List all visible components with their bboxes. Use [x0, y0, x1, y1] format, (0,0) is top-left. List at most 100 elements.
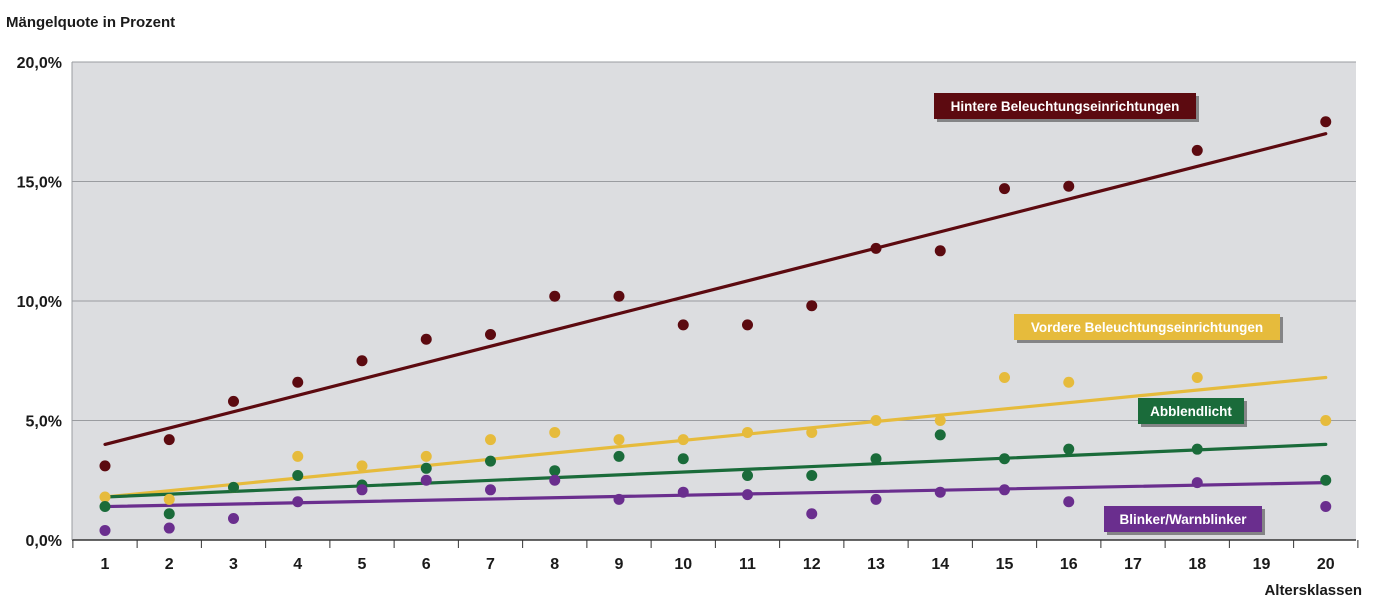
x-tick-label: 6	[422, 556, 431, 573]
x-tick-label: 7	[486, 556, 495, 573]
annotation-box	[934, 93, 1196, 119]
data-point	[292, 469, 304, 481]
x-tick-label: 1	[101, 556, 110, 573]
data-point	[742, 469, 753, 481]
data-point	[999, 453, 1010, 465]
x-tick-label: 16	[1060, 556, 1078, 573]
data-point	[742, 319, 753, 331]
x-tick-label: 9	[615, 556, 624, 573]
x-ticks: 1 2 3 4 5 6 7 8 9 10 11 12 13 14 15 16 17 18 19 20	[72, 540, 1359, 573]
data-point	[806, 300, 818, 312]
data-point	[356, 355, 368, 367]
annotation-box	[1014, 314, 1280, 340]
data-point	[228, 395, 239, 407]
x-tick-label: 8	[550, 556, 559, 573]
data-point	[1063, 376, 1075, 388]
series-annotations: Hintere Beleuchtungseinrichtungen Vordere…	[934, 93, 1283, 535]
data-point	[999, 183, 1010, 195]
data-point	[742, 426, 753, 438]
y-tick-label: 15,0%	[17, 175, 62, 192]
trend-line	[103, 442, 1328, 499]
data-point	[999, 484, 1010, 496]
data-point	[163, 522, 175, 534]
y-tick-label: 10,0%	[17, 294, 62, 311]
x-tick-label: 11	[739, 556, 756, 573]
x-tick-label: 4	[293, 556, 302, 573]
data-point	[1320, 501, 1332, 513]
data-point	[228, 512, 239, 524]
data-point	[163, 434, 175, 446]
y-tick-label: 0,0%	[26, 533, 62, 550]
x-tick-label: 18	[1188, 556, 1206, 573]
data-point	[549, 426, 561, 438]
data-point	[99, 501, 111, 513]
annotation-label: Blinker/Warnblinker	[1119, 512, 1247, 527]
y-tick-label: 20,0%	[17, 55, 62, 72]
data-point	[934, 429, 946, 441]
data-point	[356, 460, 368, 472]
data-point	[870, 242, 882, 254]
data-point	[485, 455, 496, 467]
data-point	[1063, 443, 1075, 455]
data-point	[99, 460, 111, 472]
data-point	[806, 508, 818, 520]
x-tick-label: 12	[803, 556, 821, 573]
data-point	[485, 328, 496, 340]
data-point	[292, 496, 304, 508]
annotation-label: Vordere Beleuchtungseinrichtungen	[1031, 320, 1263, 335]
data-point	[549, 290, 561, 302]
x-tick-label: 10	[674, 556, 692, 573]
data-point	[870, 493, 882, 505]
x-tick-label: 19	[1253, 556, 1271, 573]
data-point	[934, 415, 946, 426]
data-point	[163, 508, 175, 520]
x-tick-label: 20	[1317, 556, 1335, 573]
trend-line	[103, 481, 1328, 509]
y-axis-title: Mängelquote in Prozent	[6, 14, 176, 31]
data-point	[999, 371, 1010, 383]
data-point	[420, 462, 432, 474]
trend-line	[103, 132, 1328, 446]
data-point	[742, 489, 753, 501]
trend-lines	[103, 132, 1328, 509]
data-point	[613, 290, 625, 302]
data-point	[934, 245, 946, 257]
annotation-label: Abblendlicht	[1150, 404, 1232, 419]
data-point	[292, 450, 304, 462]
data-point	[485, 484, 496, 496]
data-point	[1191, 371, 1203, 383]
data-point	[1191, 477, 1203, 489]
trend-line	[103, 375, 1328, 499]
data-point	[613, 450, 625, 462]
data-point	[1063, 180, 1075, 192]
data-point	[420, 450, 432, 462]
data-point	[934, 486, 946, 498]
data-point	[1320, 415, 1332, 426]
x-tick-label: 2	[165, 556, 174, 573]
data-point	[420, 333, 432, 345]
data-point	[870, 453, 882, 465]
annotation-box	[1138, 398, 1244, 424]
data-point	[613, 493, 625, 505]
data-point	[677, 319, 689, 331]
data-point	[99, 491, 111, 503]
data-point	[228, 481, 239, 493]
data-points	[99, 116, 1332, 536]
data-point	[1191, 144, 1203, 156]
x-tick-label: 13	[867, 556, 885, 573]
data-point	[1320, 116, 1332, 128]
data-point	[677, 453, 689, 465]
x-axis-title: Altersklassen	[1264, 582, 1362, 599]
data-point	[677, 486, 689, 498]
data-point	[163, 493, 175, 505]
data-point	[870, 415, 882, 426]
data-point	[99, 524, 111, 536]
y-ticks: 0,0% 5,0% 10,0% 15,0% 20,0%	[17, 55, 62, 550]
y-tick-label: 5,0%	[26, 414, 62, 431]
x-tick-label: 17	[1124, 556, 1142, 573]
annotation-box	[1104, 506, 1262, 532]
data-point	[677, 434, 689, 446]
data-point	[292, 376, 304, 388]
data-point	[549, 465, 561, 477]
